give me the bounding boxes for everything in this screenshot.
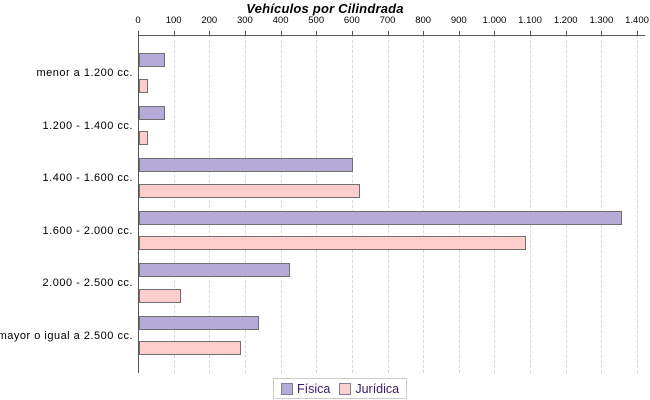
gridline [387,35,389,373]
gridline [530,35,532,373]
bar-fisica [139,53,165,67]
x-axis-tick-label: 900 [450,15,467,26]
gridline [280,35,282,373]
x-axis-tick-label: 1.400 [625,15,649,26]
bar-fisica [139,210,622,225]
x-axis-tick-label: 0 [135,15,141,26]
gridline [601,35,603,373]
x-axis-tick [423,31,425,35]
x-axis-tick [209,31,211,35]
legend-label: Jurídica [355,381,400,396]
y-axis-line [138,35,139,373]
gridline [173,35,175,373]
bar-fisica [139,105,165,120]
x-axis-tick-label: 100 [165,15,182,26]
x-axis-line [138,35,645,36]
gridline [423,35,425,373]
x-axis-tick [530,31,532,35]
gridline [637,35,638,373]
x-axis-tick [387,31,389,35]
x-axis-tick-label: 400 [272,15,289,26]
x-axis-tick-label: 1.000 [482,15,507,26]
bar-juridica [139,236,526,251]
gridline [494,35,496,373]
gridline [565,35,567,373]
bar-fisica [139,158,353,173]
category-label: menor a 1.200 cc. [36,67,133,79]
x-axis-tick [601,31,603,35]
x-axis-tick [316,31,318,35]
legend: Física Jurídica [273,378,408,399]
x-axis-tick [565,31,567,35]
bar-juridica [139,341,241,356]
x-axis-tick [637,31,638,35]
x-axis-tick [458,31,460,35]
bar-fisica [139,315,259,330]
x-axis-tick-label: 300 [236,15,253,26]
gridline [209,35,211,373]
category-label: mayor o igual a 2.500 cc. [0,329,133,342]
legend-item: Jurídica [339,382,399,396]
x-axis-tick [351,31,353,35]
category-label: 1.200 - 1.400 cc. [42,119,133,132]
gridline [458,35,460,373]
x-axis-tick-label: 1.300 [589,15,614,26]
x-axis-tick-label: 1.100 [518,15,542,26]
x-axis-tick-label: 200 [201,15,218,26]
legend-item: Física [281,382,330,396]
x-axis-tick [138,31,139,35]
x-axis-tick-label: 800 [415,15,432,26]
category-label: 1.600 - 2.000 cc. [42,224,133,237]
bar-juridica [139,183,360,198]
x-axis-tick-label: 700 [379,15,396,26]
bar-juridica [139,288,181,303]
bar-juridica [139,78,148,93]
gridline [244,35,246,373]
legend-swatch-icon [339,382,352,395]
x-axis-tick [244,31,246,35]
x-axis-tick [494,31,496,35]
legend-swatch-icon [281,382,293,395]
chart-title: Vehículos por Cilindrada [246,1,404,16]
category-label: 2.000 - 2.500 cc. [42,277,133,290]
gridline [316,35,318,373]
x-axis-tick-label: 500 [308,15,325,26]
x-axis-tick-label: 600 [343,15,360,26]
bar-fisica [139,263,290,278]
x-axis-tick [280,31,282,35]
x-axis-tick [173,31,175,35]
legend-label: Física [297,381,331,396]
category-label: 1.400 - 1.600 cc. [42,172,133,185]
gridline [351,35,353,373]
x-axis-tick-label: 1.200 [553,15,578,26]
bar-juridica [139,131,148,146]
